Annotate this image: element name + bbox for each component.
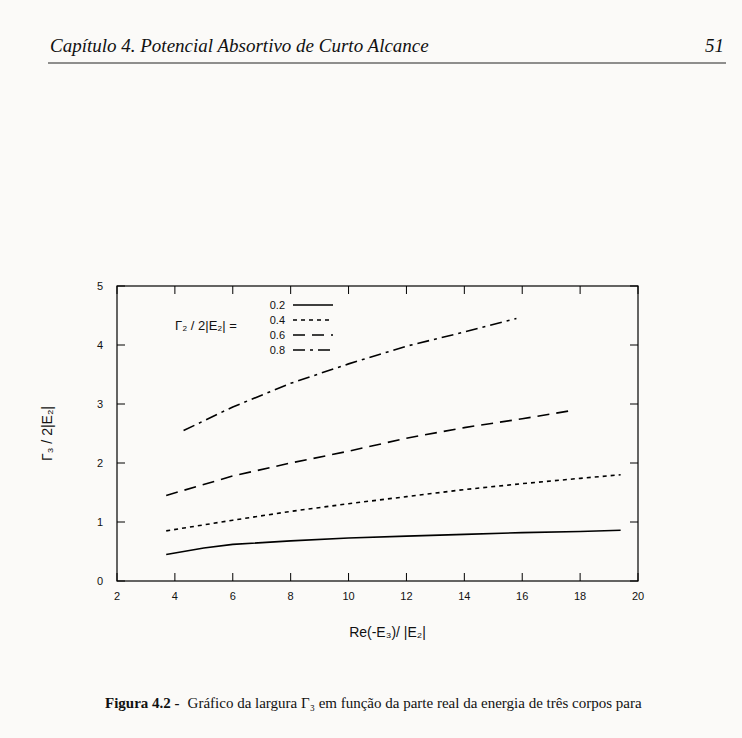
- legend-label: 0.6: [270, 329, 285, 341]
- y-tick-right: [630, 522, 638, 523]
- legend-label: 0.8: [270, 344, 285, 356]
- caption-text: Gráfico da largura Γ₃ em função da parte…: [188, 695, 642, 711]
- x-tick-top: [522, 286, 523, 294]
- chapter-header: Capítulo 4. Potencial Absortivo de Curto…: [50, 35, 429, 56]
- y-tick-right: [630, 463, 638, 464]
- y-tick: [117, 463, 125, 464]
- x-axis-label: Re(-E₃)/ |E₂|: [349, 624, 426, 640]
- x-tick-top: [117, 286, 118, 294]
- y-tick-right: [630, 286, 638, 287]
- series-line: [166, 411, 568, 495]
- x-tick-label: 2: [114, 590, 120, 602]
- y-tick-label: 3: [97, 398, 103, 410]
- plot-frame: [117, 286, 638, 581]
- x-tick: [638, 573, 639, 581]
- y-tick-right: [630, 404, 638, 405]
- legend-label: 0.2: [270, 299, 285, 311]
- x-tick-label: 12: [400, 590, 412, 602]
- paper: [0, 0, 742, 738]
- y-tick-label: 1: [97, 516, 103, 528]
- y-tick-right: [630, 581, 638, 582]
- plot-area: [166, 318, 620, 554]
- y-tick: [117, 345, 125, 346]
- legend-swatch: [293, 349, 333, 351]
- x-tick: [522, 573, 523, 581]
- x-tick-top: [580, 286, 581, 294]
- x-tick-label: 14: [458, 590, 470, 602]
- x-tick-top: [464, 286, 465, 294]
- series-line: [184, 318, 517, 430]
- series-line: [166, 530, 620, 554]
- page-number: 51: [705, 35, 724, 56]
- x-tick-top: [638, 286, 639, 294]
- y-tick: [117, 404, 125, 405]
- y-tick: [117, 581, 125, 582]
- x-tick-label: 10: [342, 590, 354, 602]
- caption-label: Figura 4.2 -: [105, 695, 180, 711]
- x-tick-top: [232, 286, 233, 294]
- legend-label: 0.4: [270, 314, 285, 326]
- x-tick-top: [348, 286, 349, 294]
- x-tick: [464, 573, 465, 581]
- x-tick: [117, 573, 118, 581]
- y-tick-label: 2: [97, 457, 103, 469]
- y-axis-label: Γ₃ / 2|E₂|: [39, 406, 55, 461]
- x-tick: [290, 573, 291, 581]
- legend-swatch: [293, 319, 333, 321]
- header-rule: [48, 63, 726, 64]
- x-tick-label: 4: [172, 590, 178, 602]
- x-tick: [348, 573, 349, 581]
- x-tick-label: 18: [574, 590, 586, 602]
- x-tick-label: 16: [516, 590, 528, 602]
- caption: Figura 4.2 - Gráfico da largura Γ₃ em fun…: [105, 695, 642, 711]
- x-tick: [174, 573, 175, 581]
- y-tick-label: 0: [97, 575, 103, 587]
- y-tick-right: [630, 345, 638, 346]
- legend-title: Γ₂ / 2|E₂| =: [175, 318, 237, 333]
- series-line: [166, 475, 620, 531]
- legend-swatch: [293, 304, 333, 306]
- x-tick-label: 20: [632, 590, 644, 602]
- page: Capítulo 4. Potencial Absortivo de Curto…: [0, 0, 742, 738]
- y-tick-label: 4: [97, 339, 103, 351]
- x-tick-label: 6: [230, 590, 236, 602]
- x-tick: [580, 573, 581, 581]
- x-tick-label: 8: [288, 590, 294, 602]
- x-tick-top: [290, 286, 291, 294]
- x-tick-top: [174, 286, 175, 294]
- y-tick: [117, 522, 125, 523]
- x-tick-top: [406, 286, 407, 294]
- x-tick: [232, 573, 233, 581]
- legend-swatch: [293, 334, 333, 336]
- x-tick: [406, 573, 407, 581]
- y-tick: [117, 286, 125, 287]
- y-tick-label: 5: [97, 280, 103, 292]
